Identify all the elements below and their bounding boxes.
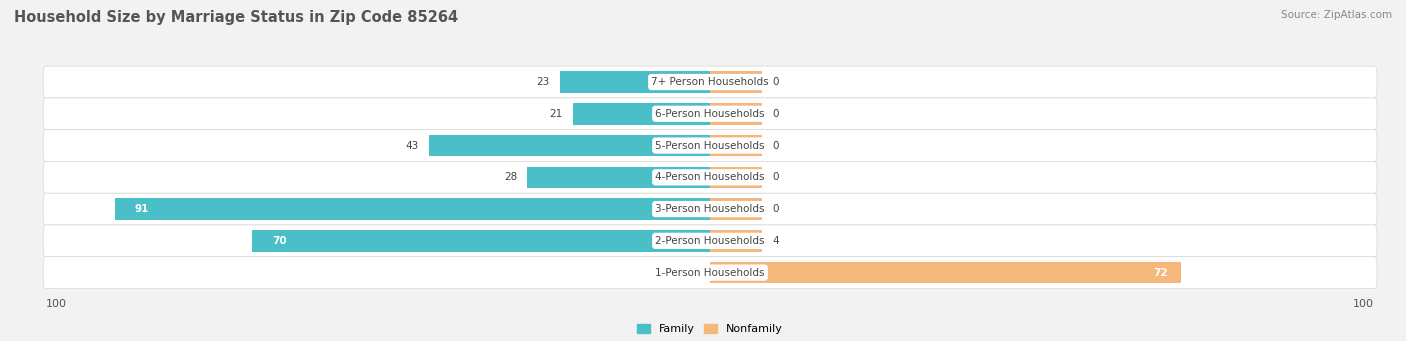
FancyBboxPatch shape: [44, 98, 1376, 130]
Bar: [710, 262, 1181, 283]
Text: 72: 72: [1153, 268, 1167, 278]
Text: 0: 0: [772, 204, 779, 214]
FancyBboxPatch shape: [44, 66, 1376, 98]
FancyBboxPatch shape: [44, 130, 1376, 161]
Text: 7+ Person Households: 7+ Person Households: [651, 77, 769, 87]
Text: Source: ZipAtlas.com: Source: ZipAtlas.com: [1281, 10, 1392, 20]
Bar: [115, 198, 710, 220]
FancyBboxPatch shape: [44, 225, 1376, 257]
Bar: [253, 230, 710, 252]
Text: 23: 23: [537, 77, 550, 87]
Bar: [710, 166, 762, 188]
Text: 4-Person Households: 4-Person Households: [655, 172, 765, 182]
Text: 21: 21: [550, 109, 562, 119]
Text: 0: 0: [772, 172, 779, 182]
Bar: [560, 71, 710, 93]
Bar: [710, 135, 762, 157]
Text: 0: 0: [772, 140, 779, 151]
Text: 43: 43: [406, 140, 419, 151]
Text: 6-Person Households: 6-Person Households: [655, 109, 765, 119]
Text: 4: 4: [772, 236, 779, 246]
Text: 91: 91: [135, 204, 149, 214]
Bar: [429, 135, 710, 157]
Text: Household Size by Marriage Status in Zip Code 85264: Household Size by Marriage Status in Zip…: [14, 10, 458, 25]
Text: 70: 70: [271, 236, 287, 246]
Bar: [710, 103, 762, 124]
Text: 0: 0: [772, 109, 779, 119]
FancyBboxPatch shape: [44, 257, 1376, 288]
FancyBboxPatch shape: [44, 193, 1376, 225]
Text: 3-Person Households: 3-Person Households: [655, 204, 765, 214]
Legend: Family, Nonfamily: Family, Nonfamily: [633, 320, 787, 339]
Text: 28: 28: [503, 172, 517, 182]
Bar: [710, 230, 762, 252]
Bar: [572, 103, 710, 124]
Text: 5-Person Households: 5-Person Households: [655, 140, 765, 151]
Bar: [710, 71, 762, 93]
Bar: [710, 198, 762, 220]
FancyBboxPatch shape: [44, 161, 1376, 193]
Text: 1-Person Households: 1-Person Households: [655, 268, 765, 278]
Text: 2-Person Households: 2-Person Households: [655, 236, 765, 246]
Text: 0: 0: [772, 77, 779, 87]
Bar: [527, 166, 710, 188]
